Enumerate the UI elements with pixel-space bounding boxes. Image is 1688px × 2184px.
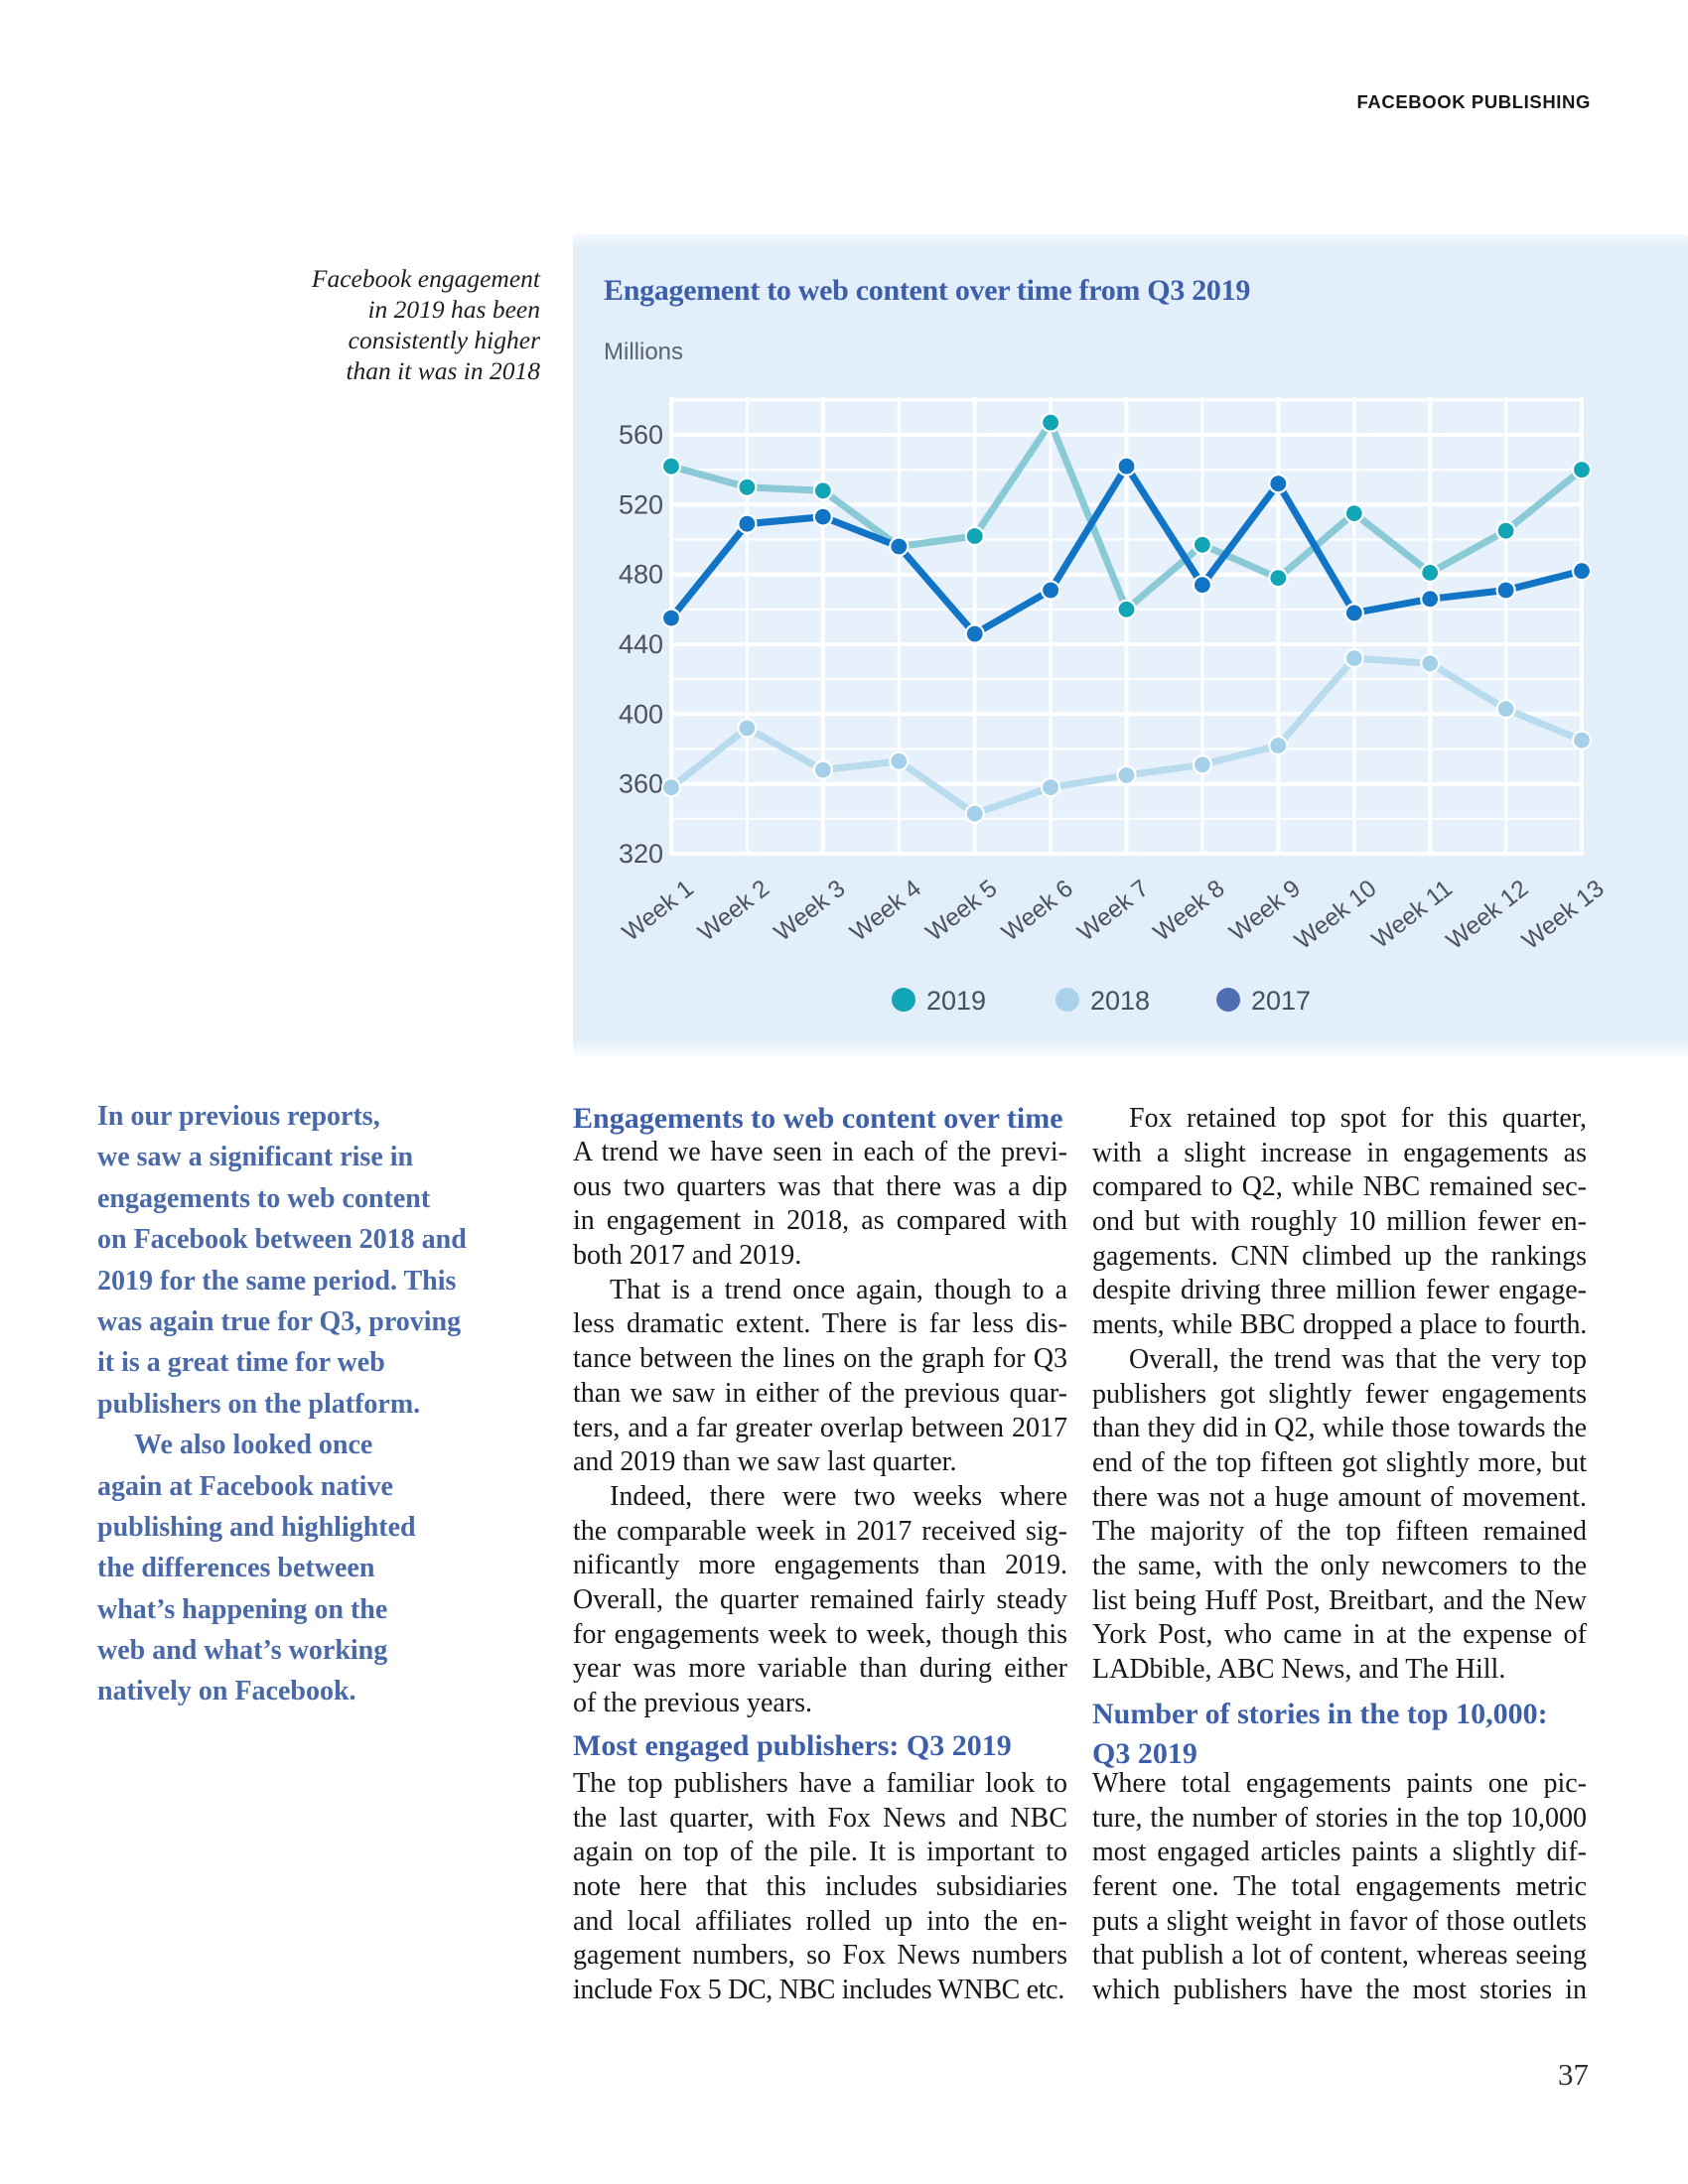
svg-text:320: 320 <box>619 839 663 869</box>
svg-text:360: 360 <box>619 769 663 799</box>
svg-text:2019: 2019 <box>926 986 986 1016</box>
svg-text:Week 11: Week 11 <box>1367 875 1458 953</box>
svg-text:Week 1: Week 1 <box>618 875 699 946</box>
svg-text:Week 10: Week 10 <box>1290 875 1381 955</box>
svg-text:2017: 2017 <box>1251 986 1311 1016</box>
svg-text:520: 520 <box>619 489 663 519</box>
svg-text:Week 3: Week 3 <box>770 875 851 946</box>
svg-text:Week 13: Week 13 <box>1517 875 1609 955</box>
svg-text:400: 400 <box>619 699 663 729</box>
svg-text:560: 560 <box>619 420 663 450</box>
svg-text:Week 4: Week 4 <box>845 875 926 946</box>
svg-text:Week 8: Week 8 <box>1149 875 1230 946</box>
svg-text:Week 2: Week 2 <box>693 875 774 946</box>
svg-text:Week 12: Week 12 <box>1442 875 1533 955</box>
svg-text:480: 480 <box>619 560 663 590</box>
svg-text:2018: 2018 <box>1090 986 1150 1016</box>
svg-text:Week 5: Week 5 <box>921 875 1003 946</box>
svg-text:Week 6: Week 6 <box>997 875 1078 946</box>
svg-text:440: 440 <box>619 629 663 659</box>
svg-text:Week 7: Week 7 <box>1072 875 1154 946</box>
